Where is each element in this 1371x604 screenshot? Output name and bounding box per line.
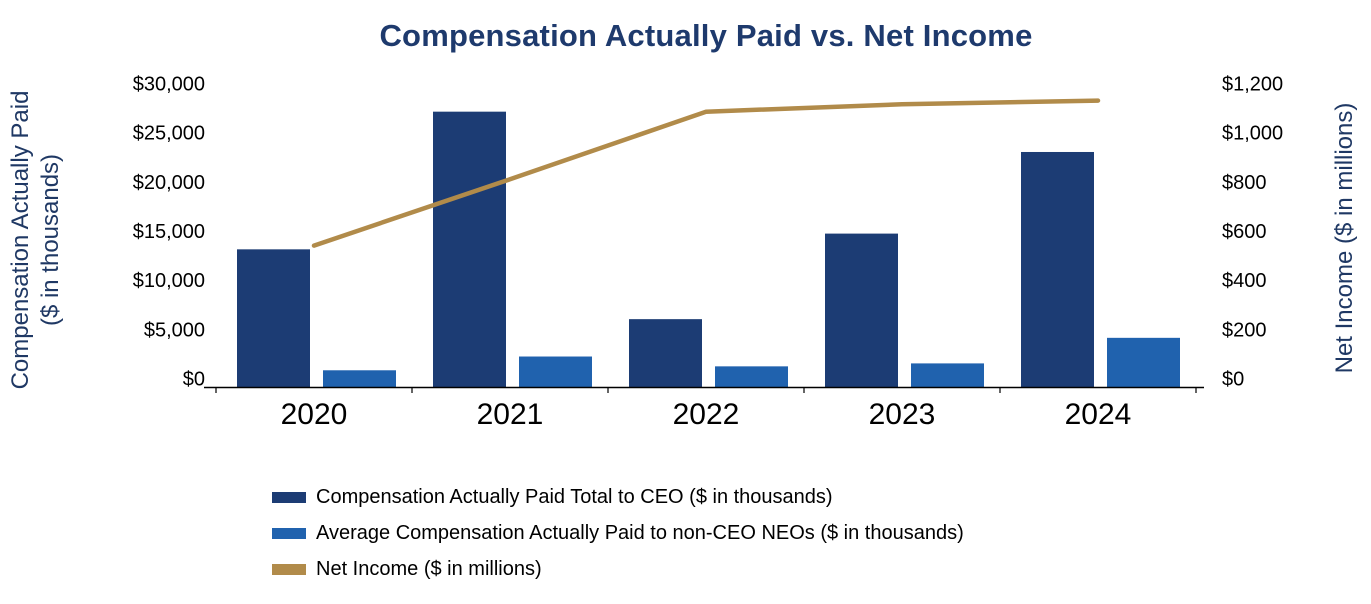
bar-neo-2023 bbox=[911, 363, 984, 387]
bar-neo-2024 bbox=[1107, 337, 1180, 387]
svg-text:($ in thousands): ($ in thousands) bbox=[37, 154, 64, 326]
net-income-line bbox=[311, 98, 1101, 248]
legend-label-ceo-cap: Compensation Actually Paid Total to CEO … bbox=[316, 485, 833, 508]
left-axis-tick-label: $0 bbox=[183, 369, 205, 391]
right-axis-tick-label: $400 bbox=[1222, 270, 1267, 292]
left-axis-tick-label: $10,000 bbox=[133, 270, 205, 292]
bar-ceo-2024 bbox=[1021, 151, 1094, 387]
legend-swatch-ceo-cap bbox=[272, 491, 306, 503]
legend-label-neo-cap: Average Compensation Actually Paid to no… bbox=[316, 521, 964, 544]
left-axis-tick-label: $30,000 bbox=[133, 74, 205, 96]
right-axis-tick-label: $600 bbox=[1222, 221, 1267, 243]
chart-plot-area: $0 $5,000 $10,000 $15,000 $20,000 $25,000 $30,… bbox=[7, 74, 1358, 432]
bar-ceo-2021 bbox=[433, 111, 506, 388]
right-axis-tick-label: $1,000 bbox=[1222, 123, 1283, 145]
right-axis-tick-label: $0 bbox=[1222, 369, 1244, 391]
legend-swatch-neo-cap bbox=[272, 527, 306, 539]
bar-ceo-2020 bbox=[237, 249, 310, 387]
x-axis-year-label: 2021 bbox=[477, 398, 544, 431]
right-axis-tick-label: $800 bbox=[1222, 172, 1267, 194]
legend-item-net-income: Net Income ($ in millions) bbox=[272, 558, 964, 580]
x-axis-year-label: 2024 bbox=[1065, 398, 1132, 431]
x-axis-year-label: 2022 bbox=[673, 398, 740, 431]
legend-item-ceo-cap: Compensation Actually Paid Total to CEO … bbox=[272, 486, 964, 508]
left-axis-tick-label: $15,000 bbox=[133, 221, 205, 243]
bar-ceo-2023 bbox=[825, 233, 898, 387]
x-axis-year-label: 2023 bbox=[869, 398, 936, 431]
bar-neo-2021 bbox=[519, 356, 592, 387]
svg-text:Net Income ($ in millions): Net Income ($ in millions) bbox=[1331, 103, 1358, 374]
right-axis-tick-label: $200 bbox=[1222, 319, 1267, 341]
left-axis-tick-label: $20,000 bbox=[133, 172, 205, 194]
left-axis-tick-label: $25,000 bbox=[133, 123, 205, 145]
bar-neo-2022 bbox=[715, 366, 788, 387]
chart-title: Compensation Actually Paid vs. Net Incom… bbox=[379, 18, 1033, 53]
x-axis-year-label: 2020 bbox=[281, 398, 348, 431]
right-axis-title: Net Income ($ in millions) bbox=[1331, 103, 1358, 374]
left-axis-tick-label: $5,000 bbox=[144, 319, 205, 341]
legend-label-net-income: Net Income ($ in millions) bbox=[316, 557, 542, 580]
svg-text:Compensation Actually Paid: Compensation Actually Paid bbox=[7, 91, 34, 390]
chart-legend: Compensation Actually Paid Total to CEO … bbox=[272, 486, 964, 594]
legend-item-neo-cap: Average Compensation Actually Paid to no… bbox=[272, 522, 964, 544]
right-axis-tick-label: $1,200 bbox=[1222, 74, 1283, 96]
bar-ceo-2022 bbox=[629, 319, 702, 387]
legend-swatch-net-income bbox=[272, 563, 306, 575]
bar-neo-2020 bbox=[323, 370, 396, 387]
left-axis-title: Compensation Actually Paid ($ in thousand… bbox=[7, 91, 64, 390]
